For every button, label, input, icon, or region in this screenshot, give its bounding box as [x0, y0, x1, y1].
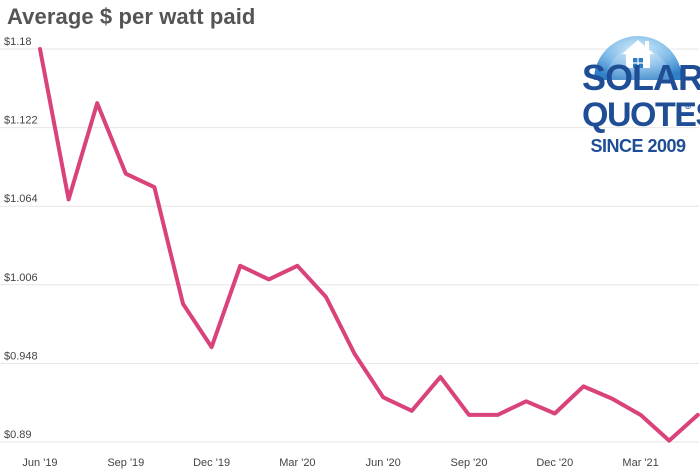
x-tick-label: Mar '20	[279, 457, 315, 469]
logo-registered-mark: ®	[684, 101, 692, 111]
logo-since: SINCE 2009	[590, 136, 686, 156]
y-tick-label: $1.18	[4, 36, 32, 48]
logo-quotes: QUOTES	[582, 96, 700, 134]
x-tick-label: Sep '20	[451, 457, 488, 469]
chart-title: Average $ per watt paid	[7, 4, 256, 29]
y-tick-label: $0.948	[4, 350, 38, 362]
series-layer	[38, 47, 700, 443]
x-tick-label: Mar '21	[622, 457, 658, 469]
solarquotes-logo: SOLAR QUOTES ® SINCE 2009	[582, 10, 700, 160]
x-tick-label: Jun '19	[22, 457, 57, 469]
x-tick-label: Jun '20	[366, 457, 401, 469]
x-tick-label: Sep '19	[107, 457, 144, 469]
x-axis-ticks: Jun '19 Sep '19 Dec '19 Mar '20 Jun '20 Sep '…	[22, 457, 658, 469]
logo-solar: SOLAR	[582, 57, 700, 98]
logo-circle	[594, 36, 682, 80]
y-tick-label: $1.006	[4, 272, 38, 284]
y-tick-label: $0.89	[4, 429, 32, 441]
house-icon	[622, 40, 654, 68]
x-tick-label: Dec '20	[536, 457, 573, 469]
grid-lines	[0, 48, 699, 443]
y-axis-ticks: $1.18 $1.122 $1.064 $1.006 $0.948 $0.89	[4, 36, 38, 441]
x-tick-label: Dec '19	[193, 457, 230, 469]
series-line	[38, 47, 700, 443]
y-tick-label: $1.122	[4, 115, 38, 127]
y-tick-label: $1.064	[4, 193, 38, 205]
